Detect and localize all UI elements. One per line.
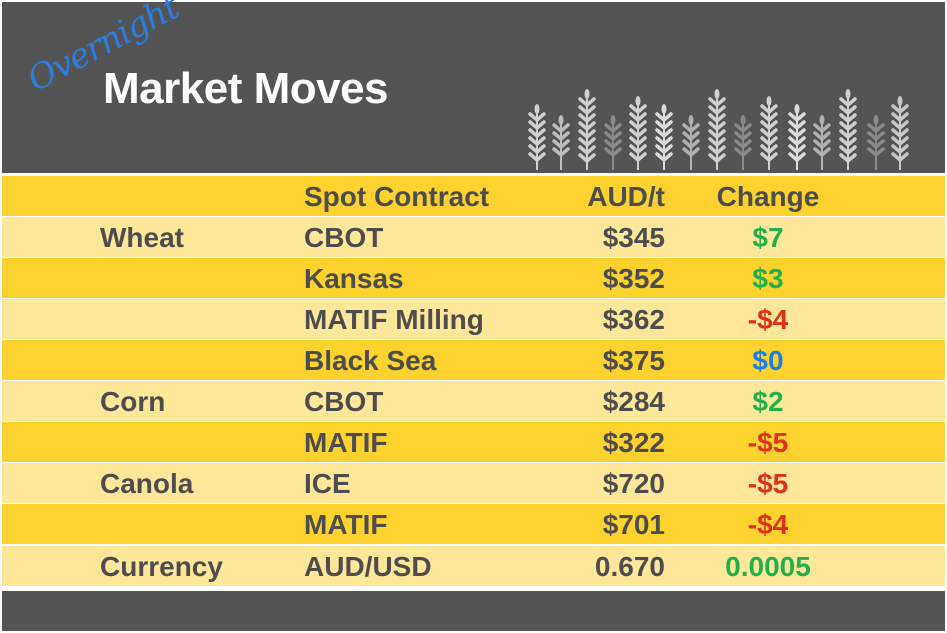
wheat-stalk-icon — [629, 96, 647, 170]
wheat-stalk-icon — [813, 115, 831, 170]
wheat-stalk-icon — [552, 115, 570, 170]
wheat-stalk-icon — [578, 89, 596, 170]
price-cell: $720 — [602, 468, 665, 499]
table-row: Black Sea $375 $0 — [2, 340, 945, 380]
wheat-stalk-icon — [891, 96, 909, 170]
wheat-stalk-icon — [528, 104, 546, 170]
contract-cell: Kansas — [304, 263, 404, 294]
table-row: Kansas $352 $3 — [2, 258, 945, 298]
crop-cell: Currency — [100, 551, 223, 582]
price-cell: $701 — [602, 509, 665, 540]
column-header-price: AUD/t — [587, 181, 665, 212]
contract-cell: MATIF — [304, 509, 388, 540]
change-cell: -$5 — [747, 468, 789, 499]
price-cell: $284 — [602, 386, 665, 417]
contract-cell: MATIF Milling — [304, 304, 484, 335]
table-row: Wheat CBOT $345 $7 — [2, 217, 945, 257]
wheat-stalk-icon — [867, 115, 885, 170]
table-row: MATIF Milling $362 -$4 — [2, 299, 945, 339]
wheat-stalk-icon — [682, 115, 700, 170]
crop-cell: Wheat — [100, 222, 184, 253]
price-cell: $345 — [602, 222, 665, 253]
wheat-stalk-icon — [708, 89, 726, 170]
price-cell: $362 — [602, 304, 665, 335]
change-cell: -$4 — [747, 304, 789, 335]
market-table: Spot Contract AUD/t Change Wheat CBOT $345… — [2, 176, 945, 587]
table-row: MATIF $701 -$4 — [2, 504, 945, 544]
wheat-stalk-icon — [604, 115, 622, 170]
change-cell: $7 — [752, 222, 784, 253]
price-cell: $352 — [602, 263, 665, 294]
crop-cell: Canola — [100, 468, 194, 499]
table-row: Corn CBOT $284 $2 — [2, 381, 945, 421]
price-cell: 0.670 — [594, 551, 665, 582]
table-row: Canola ICE $720 -$5 — [2, 463, 945, 503]
change-cell: $0 — [752, 345, 784, 376]
contract-cell: MATIF — [304, 427, 388, 458]
wheat-stalk-icon — [760, 96, 778, 170]
wheat-stalk-icon — [734, 115, 752, 170]
change-cell: -$4 — [747, 509, 789, 540]
wheat-stalk-icon — [788, 104, 806, 170]
contract-cell: CBOT — [304, 386, 384, 417]
wheat-stalks-icon — [528, 89, 909, 170]
price-cell: $375 — [602, 345, 665, 376]
price-cell: $322 — [602, 427, 665, 458]
contract-cell: ICE — [304, 468, 351, 499]
table-row: MATIF $322 -$5 — [2, 422, 945, 462]
contract-cell: AUD/USD — [304, 551, 432, 582]
change-cell: -$5 — [747, 427, 789, 458]
wheat-stalk-icon — [655, 104, 673, 170]
change-cell: $2 — [752, 386, 784, 417]
column-header-contract: Spot Contract — [304, 181, 490, 212]
column-header-change: Change — [716, 181, 820, 212]
contract-cell: CBOT — [304, 222, 384, 253]
change-cell: 0.0005 — [725, 551, 811, 582]
crop-cell: Corn — [100, 386, 166, 417]
page-title: Market Moves — [103, 64, 389, 113]
wheat-stalk-icon — [839, 89, 857, 170]
header-banner — [2, 2, 945, 173]
contract-cell: Black Sea — [304, 345, 437, 376]
change-cell: $3 — [752, 263, 784, 294]
table-row: Currency AUD/USD 0.670 0.0005 — [2, 546, 945, 586]
footer-bar — [2, 591, 945, 631]
table-header-row: Spot Contract AUD/t Change — [2, 176, 945, 216]
